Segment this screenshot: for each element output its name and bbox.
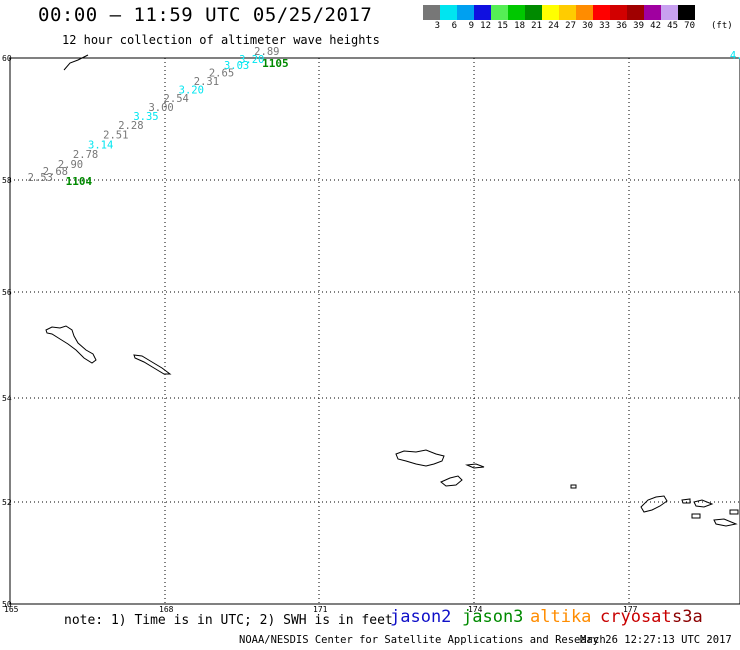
wave-height-value: 4.34 bbox=[730, 50, 740, 62]
legend-swatch-label: 42 bbox=[650, 21, 661, 31]
legend-swatch-label: 24 bbox=[548, 21, 559, 31]
legend-swatch-label: 45 bbox=[667, 21, 678, 31]
coastline-kamchatka bbox=[63, 54, 89, 71]
wave-height-value: 2.89 bbox=[254, 46, 279, 58]
wave-height-value: 2.53 bbox=[28, 172, 53, 184]
coastline-alaid bbox=[465, 463, 485, 469]
legend-swatch-label: 36 bbox=[616, 21, 627, 31]
legend-swatch bbox=[627, 5, 644, 20]
legend-swatch bbox=[457, 5, 474, 20]
track-start-id: 1104 bbox=[66, 175, 93, 188]
track-end-id: 1105 bbox=[262, 57, 289, 70]
legend-swatch bbox=[644, 5, 661, 20]
legend-swatch-label: 27 bbox=[565, 21, 576, 31]
coastline-amchitka bbox=[713, 518, 738, 527]
legend-swatch-label: 70 bbox=[684, 21, 695, 31]
lon-tick-label: 174 bbox=[468, 605, 483, 614]
satellite-label-jason2: jason2 bbox=[390, 607, 452, 627]
legend-swatch bbox=[542, 5, 559, 20]
satellite-label-cryosat: cryosat bbox=[600, 607, 672, 627]
wave-height-value: 2.78 bbox=[73, 149, 98, 161]
legend-unit: (ft) bbox=[711, 21, 733, 31]
lon-tick-label: 171 bbox=[313, 605, 328, 614]
coastline-buldir bbox=[570, 484, 577, 489]
legend-swatch-label: 12 bbox=[480, 21, 491, 31]
lat-tick-label: 60 bbox=[2, 54, 12, 63]
coastline-rat-island bbox=[691, 513, 701, 519]
legend-swatch-label: 9 bbox=[468, 21, 474, 31]
lat-tick-label: 50 bbox=[2, 600, 12, 609]
legend-swatch bbox=[661, 5, 678, 20]
legend-swatch-label: 21 bbox=[531, 21, 542, 31]
wave-height-value: 2.51 bbox=[103, 130, 128, 142]
legend-swatch-label: 33 bbox=[599, 21, 610, 31]
color-legend-labels: 3 6 9 12 15 18 21 24 27 30 33 36 39 42 45 70 bbox=[423, 21, 695, 31]
legend-swatch-label: 39 bbox=[633, 21, 644, 31]
legend-swatch-label: 15 bbox=[497, 21, 508, 31]
legend-swatch bbox=[491, 5, 508, 20]
wave-height-value: 2.54 bbox=[164, 93, 189, 105]
map-title: 00:00 – 11:59 UTC 05/25/2017 bbox=[38, 4, 373, 26]
wave-height-value: 2.90 bbox=[58, 159, 83, 171]
legend-swatch bbox=[525, 5, 542, 20]
lat-tick-label: 56 bbox=[2, 288, 12, 297]
wave-height-value: 3.20 bbox=[239, 54, 264, 66]
wave-height-value: 2.65 bbox=[209, 67, 234, 79]
lat-tick-label: 54 bbox=[2, 394, 12, 403]
wave-height-value: 3.03 bbox=[224, 60, 249, 72]
legend-swatch bbox=[678, 5, 695, 20]
lat-tick-label: 58 bbox=[2, 176, 12, 185]
wave-height-value: 2.68 bbox=[43, 166, 68, 178]
coastline-segula bbox=[693, 499, 714, 508]
footer-timestamp: May 26 12:27:13 UTC 2017 bbox=[580, 634, 732, 646]
wave-height-value: 2.28 bbox=[118, 120, 143, 132]
lon-tick-label: 177 bbox=[623, 605, 638, 614]
satellite-label-s3a: s3a bbox=[672, 607, 703, 627]
wave-height-value: 3.20 bbox=[179, 84, 204, 96]
legend-swatch-label: 18 bbox=[514, 21, 525, 31]
map-frame bbox=[9, 57, 740, 605]
legend-swatch bbox=[423, 5, 440, 20]
lon-tick-label: 168 bbox=[159, 605, 174, 614]
map-grid bbox=[9, 57, 740, 605]
legend-swatch-label: 6 bbox=[451, 21, 457, 31]
coastline-medny-island bbox=[133, 354, 172, 375]
altimeter-tracks: 2.532.682.902.783.142.512.283.353.002.54… bbox=[28, 46, 740, 188]
legend-swatch bbox=[508, 5, 525, 20]
legend-swatch-label: 30 bbox=[582, 21, 593, 31]
wave-height-value: 2.31 bbox=[194, 76, 219, 88]
legend-swatch-label: 3 bbox=[434, 21, 440, 31]
legend-swatch bbox=[610, 5, 627, 20]
coastline-little-kiska bbox=[681, 498, 691, 504]
satellite-label-altika: altika bbox=[530, 607, 592, 627]
color-legend bbox=[423, 5, 695, 20]
coastline-bering-island bbox=[45, 325, 97, 364]
coastline-attu bbox=[395, 449, 445, 467]
lat-tick-label: 52 bbox=[2, 498, 12, 507]
wave-height-value: 3.14 bbox=[88, 139, 113, 151]
legend-swatch bbox=[576, 5, 593, 20]
legend-swatch bbox=[593, 5, 610, 20]
legend-swatch bbox=[559, 5, 576, 20]
wave-height-value: 3.00 bbox=[148, 102, 173, 114]
wave-height-value: 3.35 bbox=[133, 111, 158, 123]
coastline-kiska bbox=[640, 495, 668, 513]
coastlines bbox=[45, 54, 739, 527]
note-text: note: 1) Time is in UTC; 2) SWH is in fe… bbox=[64, 613, 393, 628]
legend-swatch bbox=[474, 5, 491, 20]
lon-tick-label: 165 bbox=[4, 605, 19, 614]
coastline-agattu bbox=[440, 475, 463, 487]
satellite-label-jason3: jason3 bbox=[462, 607, 524, 627]
footer-credit: NOAA/NESDIS Center for Satellite Applica… bbox=[239, 634, 606, 646]
legend-swatch bbox=[440, 5, 457, 20]
map-subtitle: 12 hour collection of altimeter wave hei… bbox=[62, 33, 380, 47]
coastline-amchitka-east bbox=[729, 509, 739, 515]
